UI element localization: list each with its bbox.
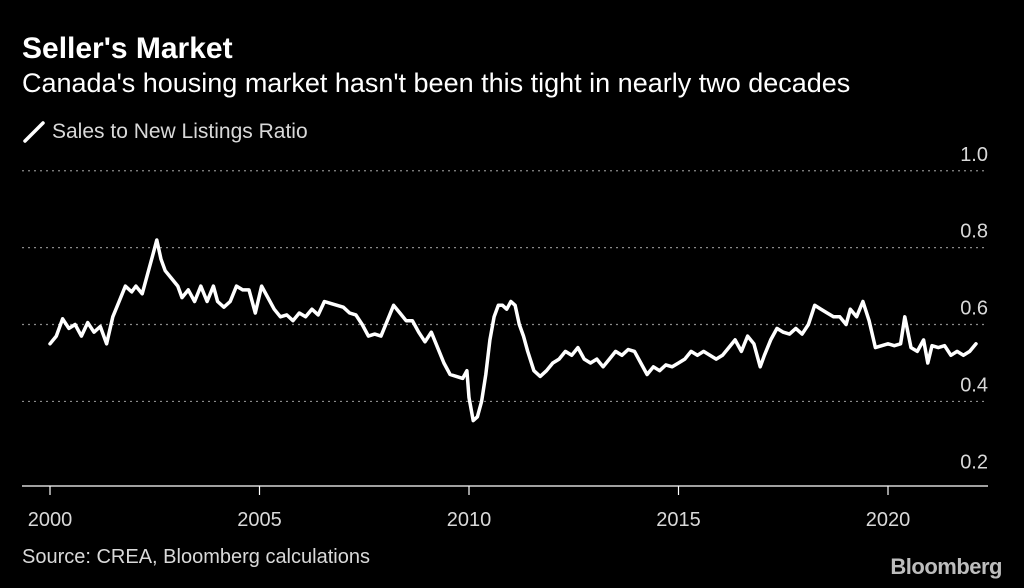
x-tick-label: 2020 bbox=[866, 509, 911, 531]
y-tick-label: 0.2 bbox=[960, 451, 988, 473]
y-tick-label: 0.8 bbox=[960, 221, 988, 243]
bloomberg-logo: Bloomberg bbox=[890, 554, 1002, 579]
x-tick-label: 2015 bbox=[656, 509, 701, 531]
x-tick-label: 2010 bbox=[447, 509, 492, 531]
legend-label: Sales to New Listings Ratio bbox=[52, 120, 308, 143]
chart-subtitle: Canada's housing market hasn't been this… bbox=[22, 68, 851, 98]
x-tick-label: 2005 bbox=[237, 509, 282, 531]
y-tick-label: 1.0 bbox=[960, 144, 988, 166]
x-tick-label: 2000 bbox=[28, 509, 73, 531]
chart-title: Seller's Market bbox=[22, 32, 233, 65]
y-tick-label: 0.6 bbox=[960, 298, 988, 320]
legend-line-icon bbox=[23, 121, 45, 143]
y-tick-label: 0.4 bbox=[960, 374, 988, 396]
source-note: Source: CREA, Bloomberg calculations bbox=[22, 546, 370, 568]
legend: Sales to New Listings Ratio bbox=[22, 120, 308, 144]
series-line bbox=[48, 238, 978, 423]
